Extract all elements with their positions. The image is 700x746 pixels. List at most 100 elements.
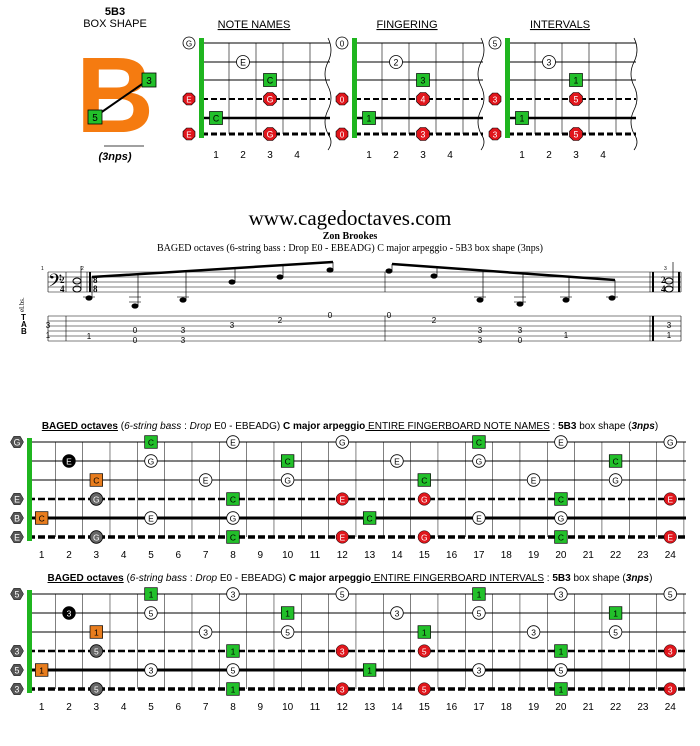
board1-title: BAGED octaves (6-string bass : Drop E0 -… bbox=[41, 421, 659, 432]
note-label: G bbox=[230, 514, 237, 524]
svg-text:1: 1 bbox=[41, 266, 44, 272]
note-marker: 0 bbox=[335, 92, 349, 106]
note-marker bbox=[89, 530, 104, 544]
note-marker bbox=[554, 511, 568, 525]
note-label: G bbox=[476, 457, 483, 467]
note-marker bbox=[89, 492, 104, 506]
svg-text:3: 3 bbox=[267, 150, 273, 161]
note-label: E bbox=[14, 533, 20, 543]
svg-text:G: G bbox=[186, 40, 192, 49]
note-marker bbox=[226, 435, 240, 449]
fret-number: 1 bbox=[39, 702, 45, 713]
note-label: E bbox=[667, 533, 673, 543]
note-marker bbox=[390, 606, 404, 620]
note-marker bbox=[526, 625, 541, 639]
note-label: E bbox=[339, 533, 345, 543]
note-marker bbox=[280, 625, 295, 639]
svg-text:4: 4 bbox=[600, 150, 606, 161]
fret-number: 14 bbox=[391, 702, 403, 713]
note-label: C bbox=[558, 533, 564, 543]
svg-text:0: 0 bbox=[387, 311, 392, 320]
note-marker: 3 bbox=[488, 92, 502, 106]
svg-text:3: 3 bbox=[667, 321, 672, 330]
note-label: E bbox=[531, 476, 537, 486]
fret-number: 15 bbox=[419, 702, 431, 713]
svg-text:5: 5 bbox=[493, 40, 498, 49]
fret-number: 19 bbox=[528, 550, 540, 561]
box-shape-panel: 5B3 BOX SHAPE (3nps) bbox=[80, 2, 160, 163]
svg-text:2: 2 bbox=[60, 275, 65, 285]
note-label: 5 bbox=[340, 590, 345, 600]
fret-number: 6 bbox=[176, 550, 182, 561]
svg-text:5: 5 bbox=[574, 130, 579, 140]
svg-text:C: C bbox=[267, 76, 273, 86]
subtitle: BAGED octaves (6-string bass : Drop E0 -… bbox=[156, 243, 544, 254]
note-marker bbox=[335, 644, 349, 658]
note-label: 5 bbox=[15, 590, 20, 600]
fret-number: 13 bbox=[364, 550, 376, 561]
note-marker bbox=[10, 436, 24, 448]
note-marker: 0 bbox=[335, 36, 349, 50]
svg-text:3: 3 bbox=[46, 321, 51, 330]
note-marker bbox=[335, 435, 349, 449]
fret-number: 3 bbox=[94, 550, 100, 561]
note-label: G bbox=[558, 514, 565, 524]
note-label: G bbox=[148, 457, 155, 467]
note-label: E bbox=[66, 457, 72, 467]
note-marker bbox=[554, 435, 568, 449]
note-marker: 2 bbox=[389, 55, 403, 69]
fret-number: 16 bbox=[446, 550, 458, 561]
svg-text:1: 1 bbox=[667, 331, 672, 340]
svg-text:𝄢: 𝄢 bbox=[48, 271, 62, 296]
fret-number: 21 bbox=[583, 702, 595, 713]
svg-text:0: 0 bbox=[133, 336, 138, 345]
note-marker: E bbox=[182, 92, 196, 106]
note-marker: 5 bbox=[569, 127, 583, 141]
note-label: 1 bbox=[94, 628, 99, 638]
fret-number: 16 bbox=[446, 702, 458, 713]
note-label: 3 bbox=[149, 666, 154, 676]
fret-number: 6 bbox=[176, 702, 182, 713]
note-label: E bbox=[667, 495, 673, 505]
svg-text:5: 5 bbox=[574, 95, 579, 105]
note-label: G bbox=[284, 476, 291, 486]
nut-bar bbox=[27, 438, 32, 541]
note-label: 5 bbox=[231, 666, 236, 676]
author: Zon Brookes bbox=[322, 231, 378, 242]
svg-text:0: 0 bbox=[133, 326, 138, 335]
fret-number: 17 bbox=[473, 550, 485, 561]
svg-text:C: C bbox=[213, 114, 219, 124]
note-marker bbox=[10, 531, 24, 543]
note-marker bbox=[10, 683, 24, 695]
svg-text:3: 3 bbox=[518, 326, 523, 335]
site-url: www.cagedoctaves.com bbox=[248, 206, 452, 230]
svg-text:G: G bbox=[267, 95, 274, 105]
note-marker bbox=[472, 587, 486, 601]
svg-text:0: 0 bbox=[340, 96, 345, 105]
svg-text:3: 3 bbox=[181, 326, 186, 335]
svg-text:3: 3 bbox=[478, 336, 483, 345]
fret-number: 14 bbox=[391, 550, 403, 561]
note-marker bbox=[198, 473, 213, 487]
svg-text:1: 1 bbox=[213, 150, 219, 161]
note-label: 5 bbox=[94, 685, 99, 695]
fret-number: 2 bbox=[66, 550, 72, 561]
box-shape-nps: (3nps) bbox=[98, 151, 132, 163]
note-label: E bbox=[339, 495, 345, 505]
fret-number: 3 bbox=[94, 702, 100, 713]
note-label: G bbox=[93, 495, 100, 505]
fret-number: 8 bbox=[230, 550, 236, 561]
note-label: 1 bbox=[559, 685, 564, 695]
note-marker bbox=[472, 606, 486, 620]
fret-number: 11 bbox=[310, 702, 321, 713]
svg-text:2: 2 bbox=[240, 150, 246, 161]
note-label: E bbox=[203, 476, 209, 486]
fret-number: 20 bbox=[555, 550, 567, 561]
note-label: G bbox=[14, 438, 21, 448]
note-marker bbox=[280, 454, 295, 468]
svg-text:4: 4 bbox=[60, 284, 65, 294]
note-marker bbox=[554, 682, 568, 696]
fret-number: 23 bbox=[637, 550, 649, 561]
note-marker bbox=[417, 625, 431, 639]
